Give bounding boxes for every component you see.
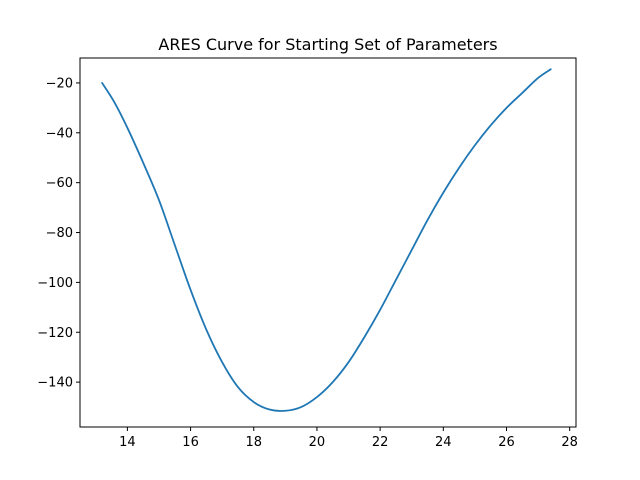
x-tick-label: 20 [309, 435, 326, 450]
x-tick-label: 18 [245, 435, 262, 450]
series-layer [101, 68, 552, 412]
y-tick-label: −80 [46, 226, 73, 241]
x-tick-label: 14 [119, 435, 136, 450]
x-tick-label: 28 [561, 435, 578, 450]
y-tick-label: −20 [46, 76, 73, 91]
y-tick-label: −140 [37, 376, 73, 391]
x-tick-label: 24 [435, 435, 452, 450]
x-tick-label: 22 [372, 435, 389, 450]
y-tick-label: −100 [37, 276, 73, 291]
x-axis: 14 16 18 20 22 24 26 28 [119, 427, 578, 450]
x-tick-label: 26 [498, 435, 515, 450]
y-tick-label: −60 [46, 176, 73, 191]
series-line [101, 68, 552, 412]
x-tick-label: 16 [182, 435, 199, 450]
y-tick-label: −40 [46, 126, 73, 141]
y-axis: −20 −40 −60 −80 −100 −120 −140 [37, 76, 80, 391]
axes-frame [79, 57, 577, 428]
y-tick-label: −120 [37, 326, 73, 341]
chart-title: ARES Curve for Starting Set of Parameter… [158, 35, 497, 54]
